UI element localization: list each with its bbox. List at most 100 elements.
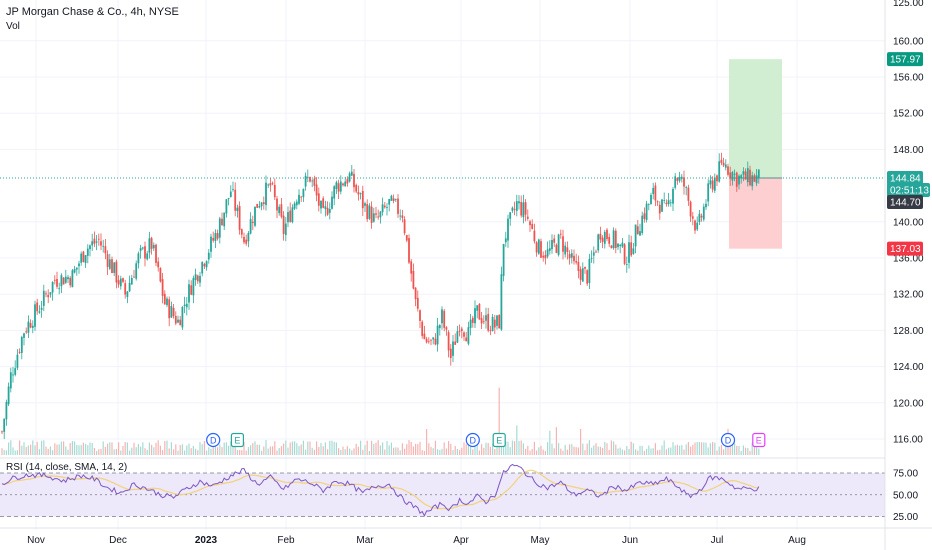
candle-body (306, 176, 309, 178)
volume-bar (718, 446, 720, 455)
volume-bar (518, 440, 520, 455)
volume-bar (527, 445, 529, 455)
candle-body (12, 374, 14, 376)
candle-body (465, 337, 468, 342)
volume-bar (747, 448, 749, 455)
volume-bar (692, 444, 694, 455)
volume-bar (362, 449, 364, 455)
volume-bar (681, 445, 683, 455)
volume-bar (120, 450, 122, 455)
volume-bar (267, 448, 269, 455)
volume-bar (342, 446, 344, 455)
candle-body (199, 275, 201, 283)
candle-body (661, 199, 663, 212)
volume-bar (74, 441, 76, 455)
volume-bar (657, 450, 659, 455)
volume-bar (674, 445, 676, 455)
volume-bar (540, 445, 542, 455)
candle-body (150, 237, 153, 249)
volume-bar (393, 447, 395, 455)
volume-bar (701, 442, 703, 455)
volume-bar (716, 450, 718, 455)
volume-bar (283, 443, 285, 455)
candle-body (515, 201, 518, 211)
candle-body (86, 248, 89, 256)
candle-body (104, 246, 107, 254)
time-tick-label: Nov (27, 535, 45, 546)
candle-body (309, 177, 311, 182)
volume-bar (742, 445, 744, 455)
volume-bar (118, 442, 120, 455)
earnings-marker[interactable]: E (230, 432, 244, 448)
volume-bar (157, 440, 159, 455)
candle-body (311, 180, 314, 182)
candle-body (654, 185, 657, 201)
target-zone (729, 59, 782, 178)
volume-bar (514, 441, 516, 455)
volume-bar (696, 442, 698, 455)
dividend-marker[interactable]: D (465, 432, 480, 448)
volume-bar (190, 448, 192, 455)
candle-body (179, 319, 182, 326)
candle-body (273, 184, 276, 198)
volume-bar (78, 445, 80, 455)
volume-bar (388, 445, 390, 455)
volume-bar (115, 448, 117, 455)
earnings-marker[interactable]: E (752, 432, 766, 448)
candle-body (610, 245, 613, 249)
candle-body (744, 171, 747, 180)
volume-bar (175, 444, 177, 455)
candle-body (69, 277, 72, 286)
volume-bar (184, 450, 186, 455)
volume-bar (709, 443, 711, 455)
volume-bar (346, 446, 348, 455)
volume-bar (12, 447, 14, 455)
volume-bar (459, 450, 461, 455)
volume-bar (261, 450, 263, 455)
candle-body (568, 254, 571, 259)
candle-body (95, 241, 98, 243)
candle-body (573, 255, 575, 262)
candle-body (357, 191, 360, 195)
volume-bar (256, 444, 258, 455)
volume-bar (533, 441, 535, 455)
candle-body (229, 191, 232, 197)
candle-body (548, 248, 551, 251)
candle-body (612, 230, 615, 249)
candle-body (115, 261, 118, 283)
candle-body (126, 291, 129, 298)
volume-bar (456, 449, 458, 455)
candle-body (364, 203, 366, 206)
candle-body (298, 194, 300, 204)
dividend-marker[interactable]: D (206, 432, 221, 448)
volume-bar (736, 445, 738, 455)
candle-body (372, 213, 375, 222)
candle-body (570, 253, 573, 258)
volume-bar (239, 450, 241, 455)
volume-bar (615, 444, 617, 455)
candle-body (705, 203, 707, 208)
candle-body (454, 341, 457, 345)
volume-bar (355, 443, 357, 455)
target-price-tag-text: 157.97 (890, 55, 921, 66)
volume-bar (327, 449, 329, 455)
candle-body (577, 261, 580, 271)
volume-bar (34, 445, 36, 455)
volume-bar (168, 448, 170, 455)
earnings-marker[interactable]: E (492, 432, 506, 448)
volume-bar (639, 445, 641, 455)
candle-body (643, 213, 646, 219)
volume-bar (643, 450, 645, 455)
volume-bar (379, 445, 381, 455)
volume-bar (122, 445, 124, 455)
dividend-marker[interactable]: D (720, 432, 736, 448)
volume-bar (96, 450, 98, 455)
candle-body (203, 263, 206, 267)
candle-body (522, 202, 525, 218)
candle-body (691, 216, 694, 219)
volume-bar (243, 441, 245, 455)
volume-bar (364, 445, 366, 455)
candle-body (9, 372, 12, 389)
volume-bar (280, 446, 282, 455)
